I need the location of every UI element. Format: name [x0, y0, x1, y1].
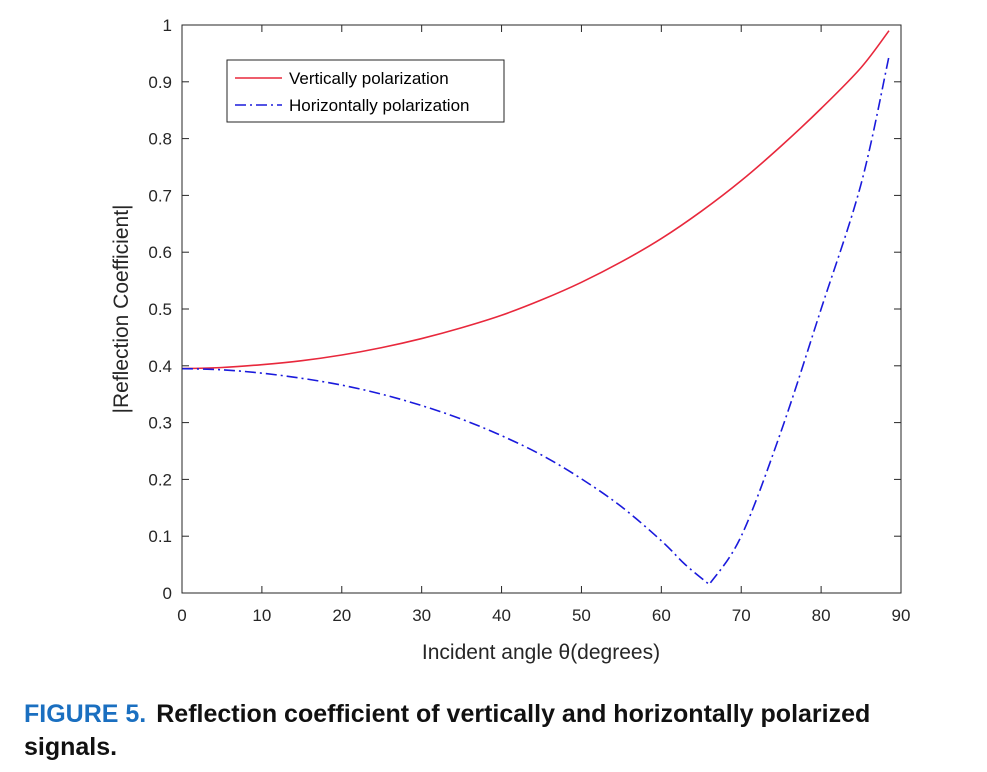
series-line-horizontal-polarization	[181, 56, 890, 586]
y-tick-label: 0.3	[148, 414, 172, 433]
x-tick-label: 0	[177, 606, 186, 625]
x-tick-label: 90	[892, 606, 911, 625]
legend-label-horizontal: Horizontally polarization	[289, 96, 469, 115]
y-axis-title: |Reflection Coefficient|	[110, 205, 133, 414]
series-line-vertical-polarization	[181, 30, 890, 370]
legend: Vertically polarization Horizontally pol…	[226, 59, 505, 123]
figure-caption-text: Reflection coefficient of vertically and…	[24, 700, 871, 761]
figure-caption: FIGURE 5. Reflection coefficient of verti…	[24, 698, 969, 764]
x-tick-label: 70	[732, 606, 751, 625]
legend-label-vertical: Vertically polarization	[289, 69, 449, 88]
y-tick-label: 0.1	[148, 527, 172, 546]
x-tick-label: 50	[572, 606, 591, 625]
x-axis-title: Incident angle θ(degrees)	[422, 641, 660, 664]
reflection-coefficient-chart: 0 10 20 30 40 50 60 70 80 90 0 0.1 0.2 0.3 0.4 0.5 0.6 0.…	[110, 16, 911, 664]
x-tick-label: 30	[412, 606, 431, 625]
y-tick-label: 0.8	[148, 130, 172, 149]
y-tick-label: 1	[163, 16, 172, 35]
y-tick-label: 0.9	[148, 73, 172, 92]
x-tick-label: 60	[652, 606, 671, 625]
y-tick-label: 0	[163, 584, 172, 603]
x-tick-label: 20	[332, 606, 351, 625]
x-tick-label: 10	[252, 606, 271, 625]
y-tick-label: 0.5	[148, 300, 172, 319]
y-tick-label: 0.7	[148, 186, 172, 205]
x-tick-label: 40	[492, 606, 511, 625]
y-tick-label: 0.2	[148, 470, 172, 489]
axes-box	[181, 24, 902, 594]
legend-box	[226, 59, 505, 123]
figure-caption-label: FIGURE 5.	[24, 700, 147, 728]
y-tick-label: 0.6	[148, 243, 172, 262]
x-tick-label: 80	[812, 606, 831, 625]
y-tick-label: 0.4	[148, 357, 172, 376]
series-lines	[181, 30, 890, 586]
tick-labels: 0 10 20 30 40 50 60 70 80 90 0 0.1 0.2 0.3 0.4 0.5 0.6 0.…	[148, 16, 910, 625]
